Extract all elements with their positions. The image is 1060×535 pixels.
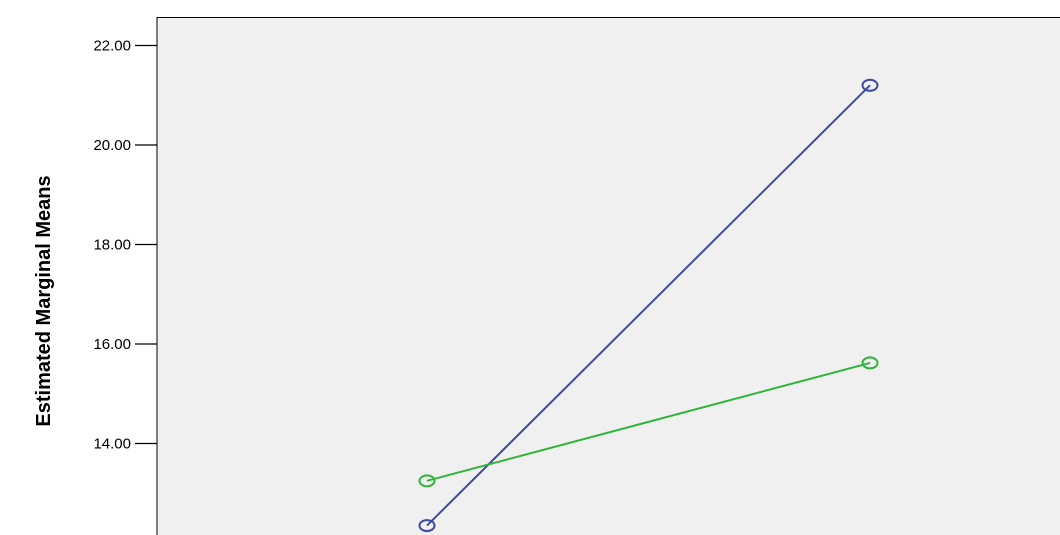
y-axis-title: Estimated Marginal Means (33, 175, 55, 426)
data-point-marker (861, 78, 879, 92)
y-tick-label: 14.00 (93, 436, 131, 453)
data-point-marker (418, 474, 436, 488)
data-point-marker (861, 356, 879, 370)
series-layer (418, 78, 879, 533)
series-line (426, 361, 871, 482)
y-axis-ticks: 14.00 16.00 18.00 20.00 22.00 (93, 38, 157, 453)
series-line (426, 84, 871, 527)
y-tick-label: 20.00 (93, 137, 131, 154)
y-tick-label: 16.00 (93, 336, 131, 353)
plot-area (157, 17, 1060, 535)
y-tick-label: 22.00 (93, 38, 131, 55)
data-point-marker (418, 519, 436, 533)
y-tick-label: 18.00 (93, 237, 131, 254)
series-2 (418, 356, 879, 488)
series-1 (418, 78, 879, 533)
